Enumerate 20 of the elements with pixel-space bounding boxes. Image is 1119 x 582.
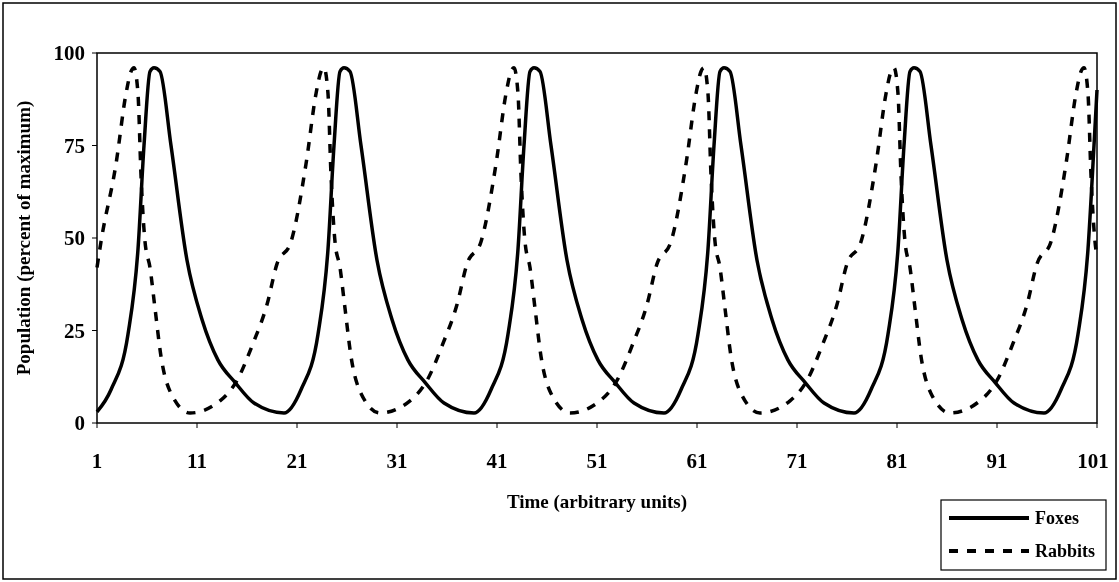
x-tick-label: 21 bbox=[286, 449, 308, 473]
y-axis-title: Population (percent of maximum) bbox=[13, 100, 35, 376]
legend-label: Rabbits bbox=[1035, 541, 1096, 562]
x-tick-label: 11 bbox=[187, 449, 207, 473]
x-tick-label: 101 bbox=[1077, 449, 1109, 473]
x-tick-label: 71 bbox=[786, 449, 808, 473]
x-tick-label: 41 bbox=[486, 449, 508, 473]
x-tick-label: 81 bbox=[886, 449, 908, 473]
x-tick-label: 51 bbox=[586, 449, 608, 473]
x-tick-label: 1 bbox=[91, 449, 103, 473]
legend-label: Foxes bbox=[1035, 508, 1079, 529]
y-tick-label: 25 bbox=[64, 318, 85, 343]
x-tick-label: 91 bbox=[986, 449, 1008, 473]
y-tick-label: 100 bbox=[53, 41, 85, 66]
y-tick-label: 0 bbox=[74, 411, 85, 436]
x-tick-label: 31 bbox=[386, 449, 408, 473]
y-tick-label: 50 bbox=[64, 226, 85, 251]
x-axis-title: Time (arbitrary units) bbox=[506, 491, 688, 513]
y-tick-label: 75 bbox=[64, 133, 85, 158]
x-tick-label: 61 bbox=[686, 449, 708, 473]
